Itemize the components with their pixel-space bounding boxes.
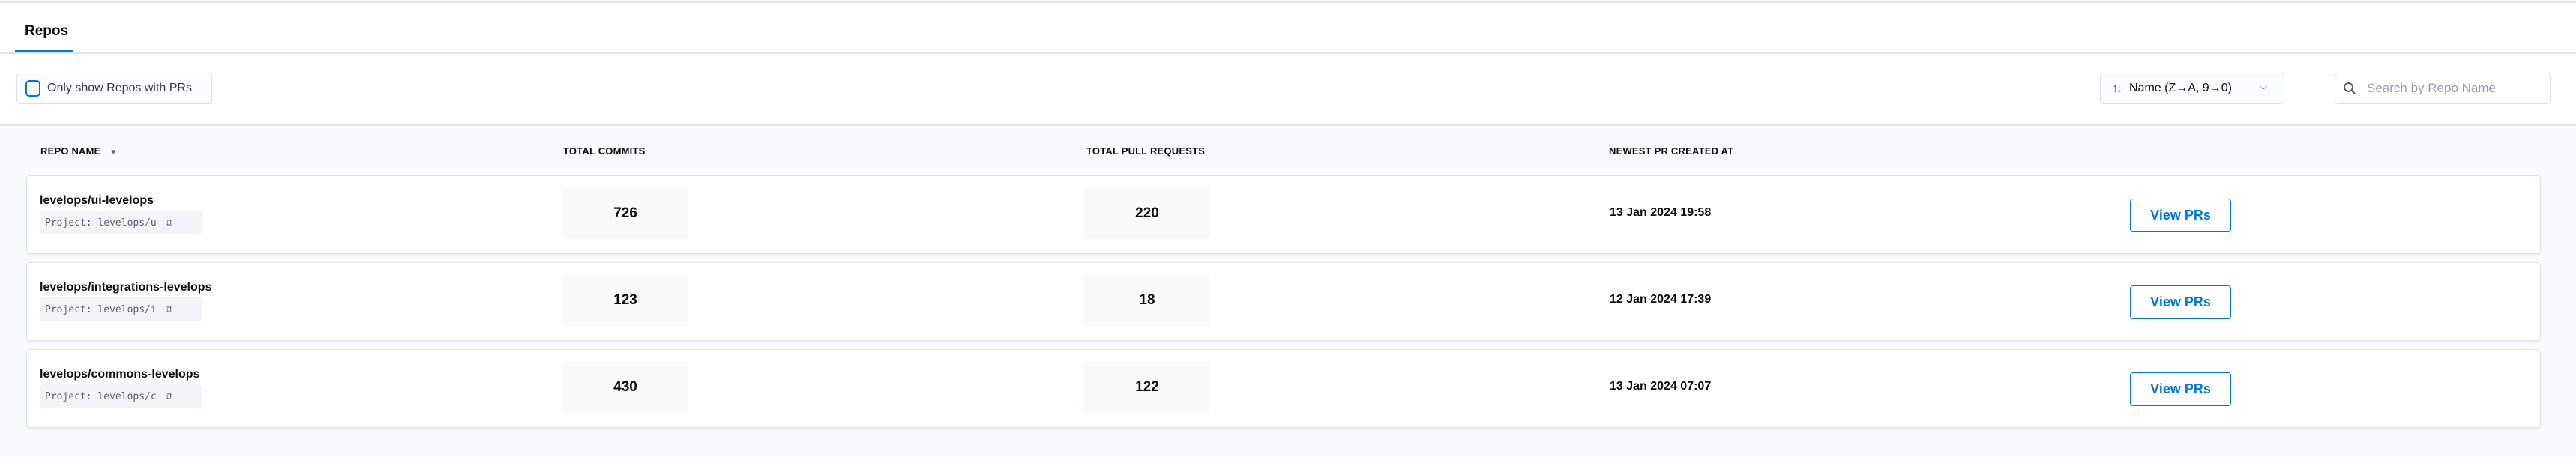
search-icon (2344, 82, 2356, 94)
tab-bar-divider (0, 52, 2576, 54)
total-pull-requests: 18 (1084, 275, 1210, 326)
sort-value: Name (Z→A, 9→0) (2129, 82, 2232, 94)
repo-name: levelops/ui-levelops (40, 194, 154, 207)
view-prs-button[interactable]: View PRs (2130, 199, 2231, 232)
table-row: levelops/integrations-levelops Project: … (26, 262, 2541, 341)
search-input[interactable] (2367, 81, 2532, 96)
project-chip: Project: levelops/u ⧉ (40, 211, 202, 234)
sort-dropdown[interactable]: ↑↓ Name (Z→A, 9→0) ⌵ (2100, 73, 2284, 104)
total-pull-requests: 220 (1084, 188, 1210, 239)
column-header-total-commits: TOTAL COMMITS (563, 145, 645, 157)
column-header-total-pull-requests: TOTAL PULL REQUESTS (1086, 145, 1206, 157)
active-tab-indicator (15, 50, 73, 52)
copy-icon[interactable]: ⧉ (165, 217, 173, 228)
total-commits: 726 (562, 188, 688, 239)
column-header-newest-pr: NEWEST PR CREATED AT (1609, 145, 1734, 157)
top-divider (0, 1, 2576, 3)
newest-pr-date: 13 Jan 2024 19:58 (1610, 206, 1712, 219)
total-commits: 430 (562, 362, 688, 413)
view-prs-button[interactable]: View PRs (2130, 285, 2231, 319)
repo-name: levelops/commons-levelops (40, 368, 200, 381)
project-chip: Project: levelops/c ⧉ (40, 384, 202, 408)
newest-pr-date: 13 Jan 2024 07:07 (1610, 380, 1712, 393)
total-commits: 123 (562, 275, 688, 326)
tab-repos[interactable]: Repos (25, 23, 69, 39)
checkbox-label: Only show Repos with PRs (47, 82, 192, 94)
table-row: levelops/commons-levelops Project: level… (26, 349, 2541, 428)
column-header-repo-name[interactable]: REPO NAME ▼ (40, 145, 118, 157)
table-row: levelops/ui-levelops Project: levelops/u… (26, 175, 2541, 254)
project-chip: Project: levelops/i ⧉ (40, 297, 202, 321)
repo-name: levelops/integrations-levelops (40, 281, 212, 294)
copy-icon[interactable]: ⧉ (165, 390, 173, 402)
newest-pr-date: 12 Jan 2024 17:39 (1610, 293, 1712, 306)
view-prs-button[interactable]: View PRs (2130, 372, 2231, 406)
sort-desc-icon: ▼ (109, 148, 118, 157)
chevron-down-icon: ⌵ (2259, 80, 2267, 92)
sort-arrows-icon: ↑↓ (2112, 81, 2122, 95)
copy-icon[interactable]: ⧉ (165, 303, 173, 315)
checkbox-box[interactable] (25, 80, 40, 97)
search-box[interactable] (2335, 73, 2551, 104)
only-show-repos-with-prs-checkbox[interactable]: Only show Repos with PRs (16, 73, 212, 104)
total-pull-requests: 122 (1084, 362, 1210, 413)
